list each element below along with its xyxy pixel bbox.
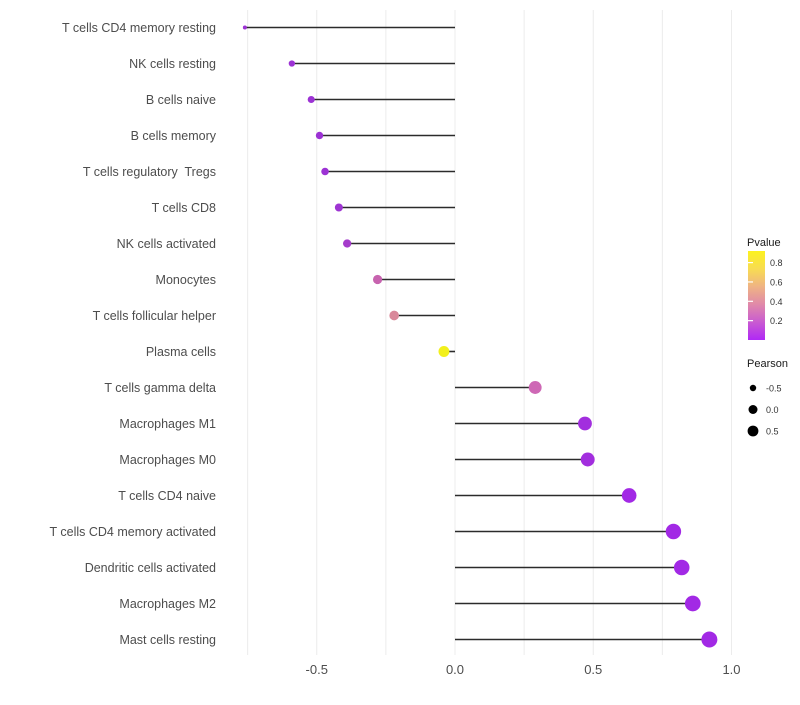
lollipop-point bbox=[621, 488, 637, 503]
lollipop-point bbox=[438, 346, 450, 357]
lollipop-point bbox=[242, 25, 247, 30]
y-axis-label: Mast cells resting bbox=[119, 633, 216, 647]
lollipop-point bbox=[389, 310, 399, 321]
pvalue-tick-label: 0.2 bbox=[770, 316, 783, 326]
y-axis-label: Macrophages M2 bbox=[119, 597, 216, 611]
lollipop-point bbox=[307, 95, 315, 104]
lollipop-point bbox=[684, 595, 701, 612]
x-axis-tick-label: 1.0 bbox=[722, 662, 740, 677]
x-axis-tick-label: 0.0 bbox=[446, 662, 464, 677]
lollipop-point bbox=[334, 203, 343, 212]
lollipop-point bbox=[578, 416, 592, 431]
pvalue-tick-label: 0.8 bbox=[770, 258, 783, 268]
y-axis-label: T cells follicular helper bbox=[93, 309, 216, 323]
lollipop-point bbox=[701, 631, 718, 648]
y-axis-label: B cells memory bbox=[131, 129, 217, 143]
lollipop-point bbox=[673, 559, 690, 576]
pvalue-tick-label: 0.4 bbox=[770, 297, 783, 307]
pvalue-tick-label: 0.6 bbox=[770, 277, 783, 287]
pearson-legend-label: -0.5 bbox=[766, 384, 782, 394]
y-axis-label: NK cells resting bbox=[129, 57, 216, 71]
y-axis-label: T cells CD4 naive bbox=[118, 489, 216, 503]
y-axis-label: Macrophages M0 bbox=[119, 453, 216, 467]
y-axis-label: NK cells activated bbox=[117, 237, 216, 251]
lollipop-point bbox=[321, 167, 329, 176]
y-axis-label: T cells CD4 memory activated bbox=[50, 525, 217, 539]
pearson-legend-label: 0.0 bbox=[766, 405, 779, 415]
pvalue-legend-title: Pvalue bbox=[747, 237, 781, 249]
lollipop-point bbox=[372, 274, 383, 285]
lollipop-point bbox=[665, 523, 682, 540]
pearson-legend-title: Pearson bbox=[747, 358, 788, 370]
lollipop-point bbox=[528, 381, 542, 394]
lollipop-point bbox=[288, 60, 296, 67]
lollipop-point bbox=[580, 452, 595, 467]
y-axis-label: Macrophages M1 bbox=[119, 417, 216, 431]
lollipop-point bbox=[343, 239, 352, 248]
y-axis-label: Monocytes bbox=[156, 273, 216, 287]
pearson-legend-dot bbox=[747, 425, 759, 437]
y-axis-label: T cells regulatory Tregs bbox=[83, 165, 216, 179]
y-axis-label: Dendritic cells activated bbox=[85, 561, 216, 575]
y-axis-label: B cells naive bbox=[146, 93, 216, 107]
x-axis-tick-label: 0.5 bbox=[584, 662, 602, 677]
y-axis-label: T cells CD4 memory resting bbox=[62, 21, 216, 35]
y-axis-label: Plasma cells bbox=[146, 345, 216, 359]
pearson-legend-dot bbox=[748, 405, 758, 414]
y-axis-label: T cells gamma delta bbox=[104, 381, 216, 395]
pearson-legend-dot bbox=[749, 384, 757, 392]
y-axis-label: T cells CD8 bbox=[152, 201, 216, 215]
lollipop-point bbox=[315, 131, 324, 140]
pearson-legend-label: 0.5 bbox=[766, 427, 779, 437]
pvalue-colorbar bbox=[748, 251, 765, 340]
x-axis-tick-label: -0.5 bbox=[306, 662, 328, 677]
